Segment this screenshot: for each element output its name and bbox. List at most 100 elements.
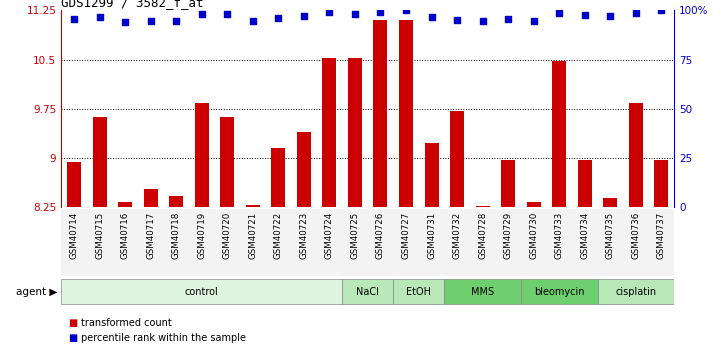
Text: GSM40730: GSM40730 (529, 212, 538, 259)
Point (94, 14, 105, 20)
Text: GSM40728: GSM40728 (478, 212, 487, 259)
Bar (317, 209, 342, 276)
Bar (476, 206, 490, 207)
Bar (623, 209, 649, 276)
Bar (578, 160, 592, 207)
Bar (215, 209, 240, 276)
Point (375, 9, 386, 14)
Bar (291, 209, 317, 276)
Bar (322, 58, 337, 207)
Point (349, 11, 360, 17)
Point (247, 19, 259, 24)
Text: GSM40724: GSM40724 (325, 212, 334, 259)
Bar (112, 209, 138, 276)
Text: GSM40735: GSM40735 (606, 212, 615, 259)
Bar (547, 209, 572, 276)
Bar (348, 58, 362, 207)
Point (273, 16, 284, 21)
Bar (521, 279, 598, 304)
Bar (342, 209, 368, 276)
Text: GSM40736: GSM40736 (632, 212, 640, 259)
Point (426, 14, 438, 20)
Text: bleomycin: bleomycin (534, 287, 585, 296)
Bar (444, 279, 521, 304)
Bar (501, 160, 516, 207)
Bar (393, 209, 419, 276)
Point (170, 19, 182, 24)
Bar (342, 279, 393, 304)
Bar (526, 202, 541, 207)
Text: MMS: MMS (471, 287, 494, 296)
Bar (393, 279, 444, 304)
Bar (552, 61, 566, 207)
Bar (67, 162, 81, 207)
Text: GSM40716: GSM40716 (120, 212, 130, 259)
Text: GSM40732: GSM40732 (453, 212, 461, 259)
Bar (598, 209, 623, 276)
Point (528, 18, 539, 23)
Bar (189, 209, 215, 276)
Text: GDS1299 / 3582_f_at: GDS1299 / 3582_f_at (61, 0, 204, 9)
Bar (240, 209, 265, 276)
Bar (450, 111, 464, 207)
Bar (169, 196, 183, 207)
Text: ■: ■ (68, 333, 78, 343)
Text: GSM40720: GSM40720 (223, 212, 231, 259)
Bar (655, 160, 668, 207)
Bar (164, 209, 189, 276)
Text: GSM40727: GSM40727 (402, 212, 410, 259)
Bar (470, 209, 495, 276)
Bar (61, 209, 87, 276)
Point (604, 13, 616, 19)
Point (145, 18, 156, 23)
Bar (419, 209, 444, 276)
Bar (368, 209, 393, 276)
Text: GSM40737: GSM40737 (657, 212, 666, 259)
Point (68, 16, 80, 22)
Bar (521, 209, 547, 276)
Bar (373, 20, 387, 207)
Bar (61, 279, 342, 304)
Text: GSM40726: GSM40726 (376, 212, 385, 259)
Text: GSM40734: GSM40734 (580, 212, 589, 259)
Point (630, 10, 642, 16)
Bar (271, 148, 286, 207)
Text: GSM40733: GSM40733 (554, 212, 564, 259)
Text: control: control (185, 287, 218, 296)
Bar (425, 144, 438, 207)
Point (298, 13, 309, 19)
Text: GSM40721: GSM40721 (248, 212, 257, 259)
Text: GSM40714: GSM40714 (69, 212, 79, 259)
Bar (246, 205, 260, 207)
Text: transformed count: transformed count (81, 318, 172, 327)
Point (451, 17, 463, 22)
Point (324, 10, 335, 15)
Text: GSM40723: GSM40723 (299, 212, 309, 259)
Point (477, 19, 488, 24)
Text: ■: ■ (68, 318, 78, 327)
Bar (598, 279, 674, 304)
Text: cisplatin: cisplatin (615, 287, 656, 296)
Point (120, 19, 131, 25)
Bar (138, 209, 164, 276)
Text: EtOH: EtOH (406, 287, 431, 296)
Bar (444, 209, 470, 276)
Text: agent ▶: agent ▶ (17, 287, 58, 296)
Point (196, 11, 208, 17)
Text: GSM40718: GSM40718 (172, 212, 181, 259)
Text: GSM40719: GSM40719 (198, 212, 206, 259)
Bar (649, 209, 674, 276)
Bar (220, 117, 234, 207)
Bar (92, 117, 107, 207)
Bar (143, 189, 158, 207)
Point (579, 12, 590, 18)
Point (400, 8, 412, 13)
Point (655, 8, 667, 13)
Bar (629, 104, 643, 207)
Text: GSM40725: GSM40725 (350, 212, 360, 259)
Bar (603, 198, 617, 207)
Bar (297, 132, 311, 207)
Text: GSM40731: GSM40731 (427, 212, 436, 259)
Bar (265, 209, 291, 276)
Bar (118, 202, 132, 207)
